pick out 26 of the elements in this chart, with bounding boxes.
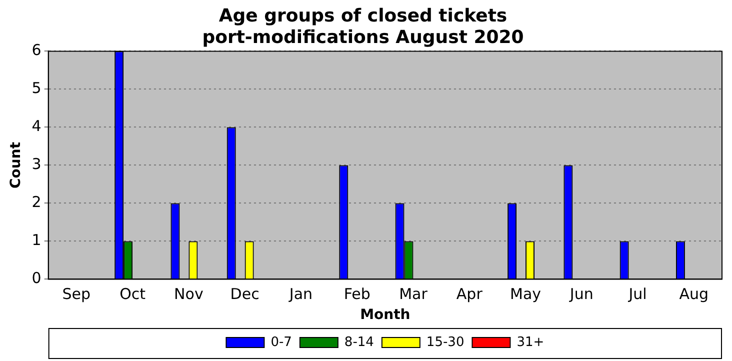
- x-tick-label: May: [510, 285, 542, 304]
- legend-label: 15-30: [426, 334, 464, 350]
- y-tick-label: 3: [32, 155, 42, 174]
- x-tick-label: Aug: [679, 285, 709, 304]
- x-tick-label: Jan: [288, 285, 313, 304]
- y-tick-label: 6: [32, 41, 42, 60]
- y-tick-label: 5: [32, 79, 42, 98]
- legend-label: 0-7: [270, 334, 292, 350]
- y-tick-label: 4: [32, 117, 42, 136]
- x-axis-title: Month: [360, 307, 410, 324]
- x-tick-label: Dec: [230, 285, 260, 304]
- x-tick-label: Apr: [456, 285, 484, 304]
- legend-label: 31+: [516, 334, 544, 350]
- x-tick-label: Jun: [568, 285, 594, 304]
- x-tick-label: Nov: [174, 285, 204, 304]
- x-tick-label: Oct: [120, 285, 146, 304]
- x-tick-label: Mar: [399, 285, 428, 304]
- y-tick-label: 2: [32, 193, 42, 212]
- chart-title: Age groups of closed tickets port-modifications August 2020: [202, 5, 524, 48]
- x-tick-label: Feb: [344, 285, 370, 304]
- x-tick-label: Sep: [62, 285, 91, 304]
- y-tick-label: 0: [32, 269, 42, 288]
- x-tick-label: Jul: [628, 285, 647, 304]
- y-axis-title: Count: [8, 142, 24, 188]
- y-tick-label: 1: [32, 231, 42, 250]
- legend-label: 8-14: [344, 334, 374, 350]
